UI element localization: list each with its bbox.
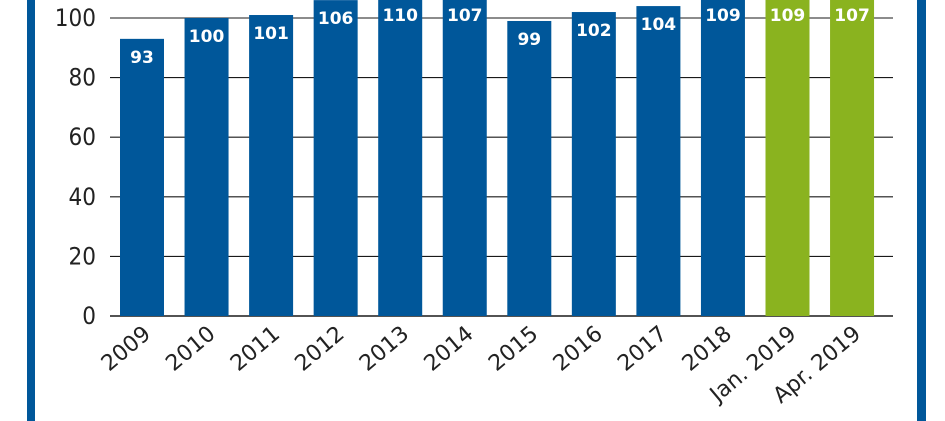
bar: [700, 0, 745, 317]
bar-value-label: 107: [447, 6, 483, 26]
x-tick-label: 2015: [484, 321, 543, 376]
x-tick-label: 2011: [226, 321, 285, 376]
x-tick-label: 2012: [291, 321, 350, 376]
y-tick-label: 100: [55, 4, 96, 32]
bar: [378, 0, 423, 316]
x-tick-label: 2014: [420, 321, 479, 376]
bar-value-label: 100: [189, 27, 225, 47]
bar-value-label: 101: [253, 24, 289, 44]
bar: [120, 38, 164, 317]
bar-value-label: 110: [382, 6, 418, 26]
x-tick-label: 2010: [161, 321, 220, 376]
bar: [830, 0, 875, 316]
x-tick-label: 2009: [97, 321, 156, 376]
bar-value-label: 102: [576, 21, 612, 41]
x-tick-label: 2017: [613, 321, 672, 376]
bar-value-label: 109: [705, 6, 741, 26]
gridlines: [110, 17, 893, 317]
bar-value-label: 106: [318, 9, 354, 29]
x-axis-ticks: 2009 2010 2011 2012 2013 2014 2015 2016 2017 2018…: [97, 321, 866, 408]
y-tick-label: 80: [69, 64, 96, 92]
y-axis-ticks: 0 20 40 60 80 100: [55, 4, 96, 330]
bar: [442, 0, 487, 316]
bar: [313, 0, 358, 317]
frame-border-left: [27, 0, 35, 421]
y-tick-label: 0: [82, 302, 96, 330]
x-tick-label: 2013: [355, 321, 414, 376]
data-labels: 93 100 101 106 110 107 99 102 104 109 109 107: [130, 6, 870, 68]
bar: [249, 15, 294, 317]
bars: [120, 0, 875, 317]
bar: [765, 0, 810, 317]
y-tick-label: 60: [69, 123, 96, 151]
bar-value-label: 99: [517, 30, 541, 50]
bar-value-label: 104: [641, 15, 677, 35]
bar: [507, 20, 552, 316]
bar-value-label: 109: [770, 6, 806, 26]
frame-border-right: [917, 0, 926, 421]
y-tick-label: 40: [69, 183, 96, 211]
bar-value-label: 93: [130, 48, 154, 68]
bar: [184, 18, 229, 316]
bar: [636, 6, 681, 317]
bar-value-label: 107: [834, 6, 870, 26]
bar: [571, 12, 616, 316]
y-tick-label: 20: [69, 242, 96, 270]
x-tick-label: 2016: [549, 321, 608, 376]
